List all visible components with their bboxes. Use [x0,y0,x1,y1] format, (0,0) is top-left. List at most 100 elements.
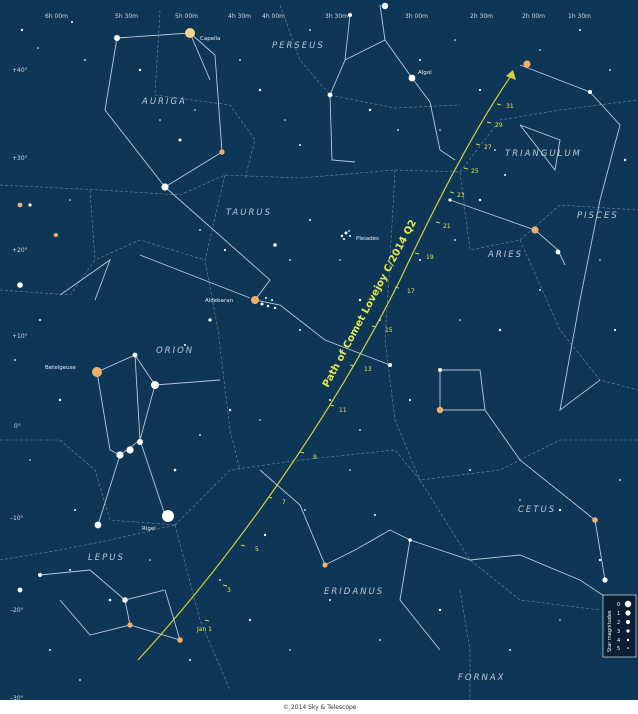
comet-date-labels: Jan 1 3 5 7 9 11 13 15 17 19 21 23 25 27… [196,103,514,633]
star [219,149,225,155]
comet-date: 29 [495,122,503,129]
dec-label: +30° [12,155,28,162]
footer-strip [0,700,638,714]
comet-date: 23 [457,192,465,199]
copyright-text: © 2014 Sky & Telescope [283,704,357,711]
constellation-boundaries [0,4,638,700]
ra-label: 4h 30m [228,13,251,20]
star-aldebaran [251,296,259,304]
star [132,352,138,358]
dec-label: –20° [10,607,24,614]
ra-label: 3h 30m [325,13,348,20]
constellation-names: PERSEUS AURIGA TAURUS TRIANGULUM PISCES … [88,41,619,683]
comet-path [137,70,516,661]
hyades-cluster [260,297,277,310]
legend-magnitude: 2 [617,620,620,626]
star [448,198,452,202]
comet-date: 17 [407,288,415,295]
ra-label: 2h 30m [470,13,493,20]
comet-date: 27 [484,144,492,151]
legend-magnitude: 4 [617,638,620,644]
star-betelgeuse [92,367,102,377]
star-algol [408,74,416,82]
ra-label: 3h 00m [405,13,428,20]
star [126,446,134,454]
ra-labels: 6h 00m 5h 30m 5h 00m 4h 30m 4h 00m 3h 30… [45,13,591,20]
star [127,622,133,628]
star [408,538,412,542]
constellation-eridanus: ERIDANUS [324,587,384,597]
star-label-pleiades: Pleiades [356,236,379,242]
comet-date: 31 [506,103,514,110]
star [137,439,143,445]
ra-label: 2h 00m [522,13,545,20]
star [327,92,333,98]
comet-date: 7 [282,499,286,506]
constellation-perseus: PERSEUS [272,41,325,51]
star [523,60,531,68]
dec-label: –30° [10,695,24,702]
bright-stars [17,2,608,643]
dec-label: 0° [14,423,21,430]
constellation-pisces: PISCES [577,211,619,221]
legend-magnitude: 5 [617,646,620,652]
star [438,368,442,372]
star [322,562,328,568]
constellation-cetus: CETUS [518,505,556,515]
star [592,517,598,523]
star-rigel [162,510,174,522]
background-stars [14,21,627,681]
legend-magnitude: 1 [617,611,620,617]
star [555,249,561,255]
constellation-lepus: LEPUS [88,553,125,563]
star [602,577,608,583]
star [588,90,592,94]
legend-magnitude: 0 [617,602,620,608]
dec-label: +40° [12,67,28,74]
star [122,597,128,603]
star [436,406,444,414]
constellation-fornax: FORNAX [458,673,505,683]
star [388,363,392,367]
star [17,202,23,208]
comet-date: 9 [313,454,317,461]
star-labels: Capella Algol Pleiades Aldebaran Betelge… [45,36,432,532]
constellation-taurus: TAURUS [226,208,272,218]
legend-magnitude: 3 [617,629,620,635]
constellation-auriga: AURIGA [141,97,187,107]
comet-date: 21 [443,223,451,230]
ra-label: 4h 00m [262,13,285,20]
comet-date: 5 [255,546,259,553]
ra-label: 6h 00m [45,13,68,20]
star [161,183,169,191]
constellation-aries: ARIES [487,250,523,260]
star-capella [185,28,195,38]
dec-labels: +40° +30° +20° +10° 0° –10° –20° –30° [10,67,28,702]
magnitude-legend: Star magnitudes 0 1 2 3 4 5 [602,594,637,658]
ra-label: 5h 30m [115,13,138,20]
ra-label: 5h 00m [175,13,198,20]
constellation-triangulum: TRIANGULUM [505,149,582,159]
dec-label: +10° [12,333,28,340]
legend-title: Star magnitudes [607,610,613,652]
dec-label: +20° [12,247,28,254]
ra-label: 1h 30m [568,13,591,20]
star-label-algol: Algol [418,70,432,76]
comet-date: 13 [364,366,372,373]
comet-date: 25 [471,168,479,175]
star-label-aldebaran: Aldebaran [205,298,234,304]
star [381,2,389,10]
star [38,573,42,577]
comet-date: Jan 1 [196,626,212,633]
dec-label: –10° [10,515,24,522]
constellation-orion: ORION [156,346,194,356]
star [348,13,352,17]
star-label-rigel: Rigel [142,526,156,532]
star [54,233,58,237]
star [114,35,120,41]
star [531,226,539,234]
comet-date: 3 [227,587,231,594]
star [94,521,102,529]
